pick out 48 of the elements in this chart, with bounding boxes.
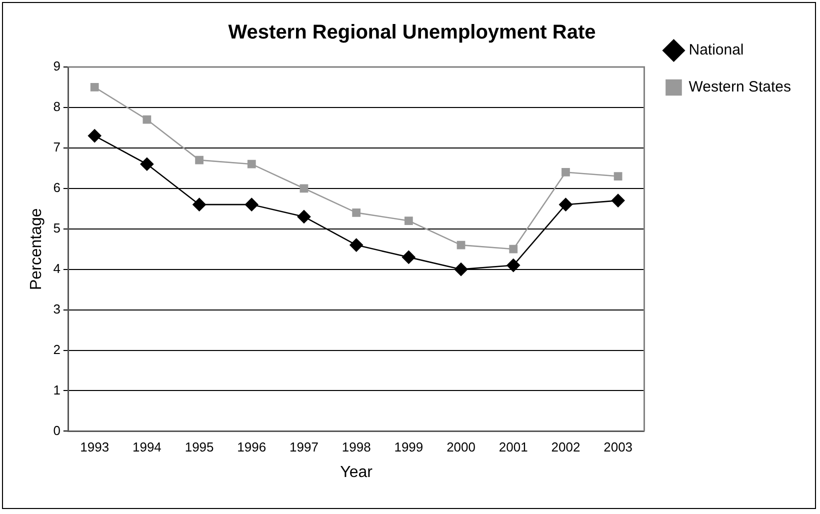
point	[404, 216, 413, 225]
x-tick-label: 2001	[498, 440, 528, 455]
point	[195, 156, 204, 164]
y-tick-label: 9	[53, 58, 60, 74]
point	[352, 208, 361, 217]
chart-title: Western Regional Unemployment Rate	[228, 22, 596, 44]
point	[88, 129, 102, 142]
point	[192, 198, 206, 212]
point	[247, 160, 256, 168]
y-tick-label: 0	[53, 422, 60, 438]
y-tick-label: 7	[53, 140, 60, 155]
x-axis-title: Year	[340, 464, 374, 481]
point	[614, 172, 622, 180]
y-tick-label: 5	[53, 220, 60, 236]
y-tick-label: 2	[53, 342, 60, 357]
point	[509, 244, 518, 254]
y-tick-label: 1	[53, 382, 60, 398]
x-tick-label: 1998	[342, 440, 371, 455]
x-tick-label: 1997	[290, 440, 318, 455]
y-tick-label: 8	[53, 99, 60, 114]
point	[456, 240, 466, 250]
y-tick-label: 4	[53, 260, 60, 276]
x-tick-label: 1995	[184, 440, 214, 455]
point	[454, 262, 468, 276]
y-axis-title: Percentage	[28, 208, 46, 290]
x-tick-label: 2000	[446, 440, 476, 455]
point	[611, 194, 625, 208]
point	[300, 184, 308, 193]
x-tick-label: 2003	[604, 440, 633, 455]
point	[142, 115, 152, 124]
legend-label: Western States	[688, 78, 792, 96]
point	[244, 198, 258, 212]
point	[559, 198, 572, 212]
y-tick-label: 6	[53, 180, 60, 195]
x-tick-label: 1994	[132, 440, 162, 455]
point	[297, 210, 311, 224]
legend-label: National	[688, 42, 744, 59]
x-tick-label: 1996	[237, 440, 266, 455]
y-tick-label: 3	[53, 301, 60, 316]
x-tick-label: 2002	[551, 440, 580, 455]
point	[402, 250, 416, 264]
point	[562, 168, 570, 176]
x-tick-label: 1999	[394, 440, 424, 455]
point	[140, 157, 154, 171]
point	[506, 258, 520, 272]
point	[350, 238, 363, 252]
point	[90, 83, 99, 92]
x-tick-label: 1993	[80, 440, 110, 455]
